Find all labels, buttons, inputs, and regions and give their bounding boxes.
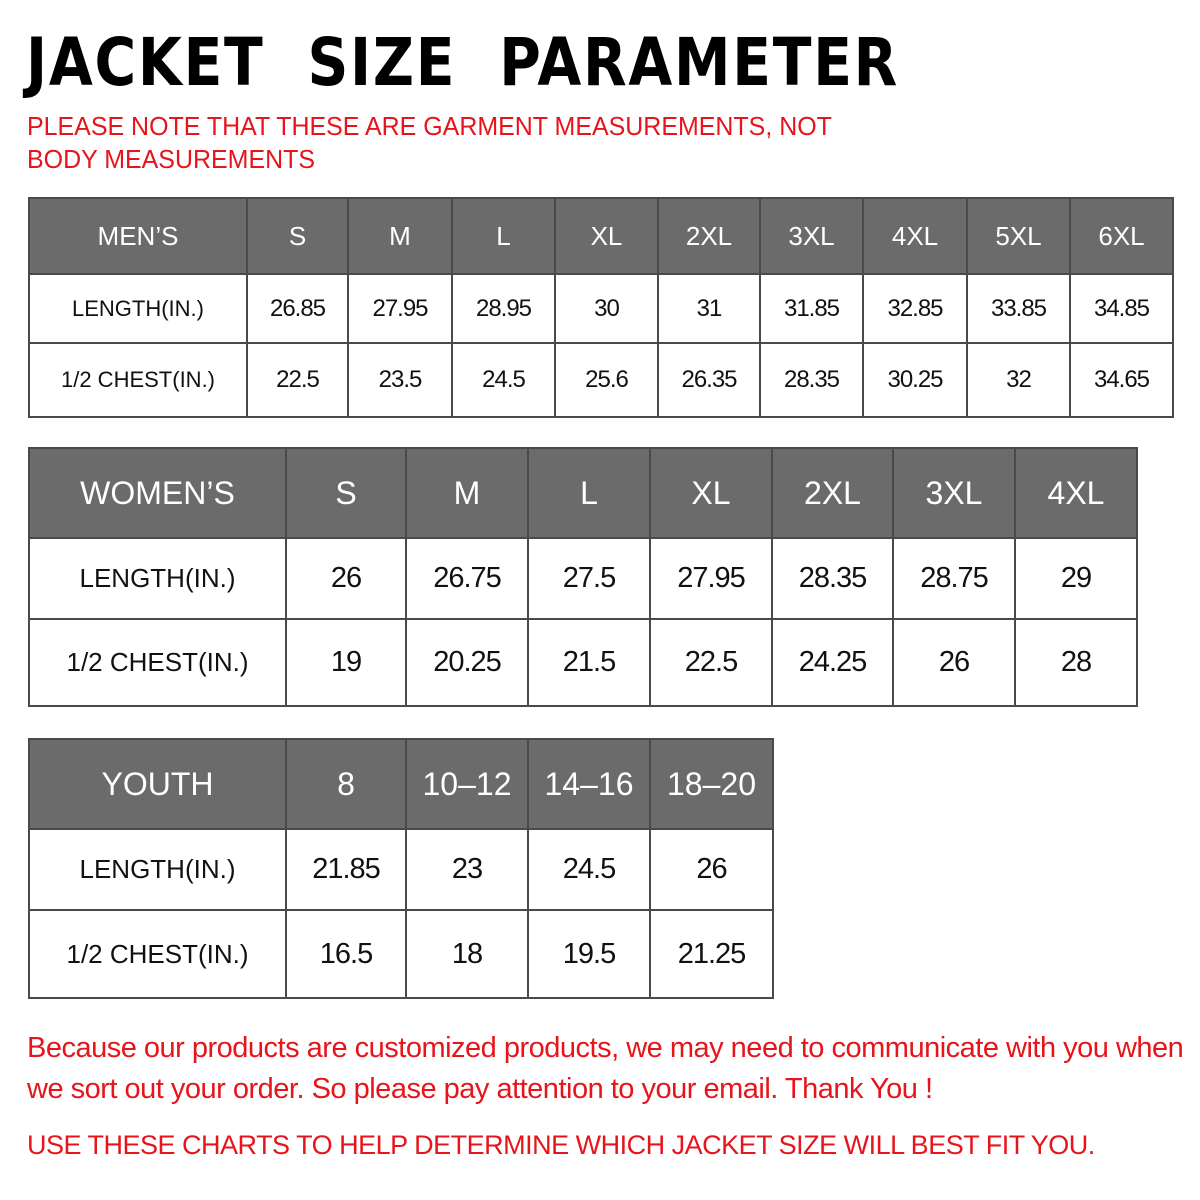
- chest-row: 1/2 CHEST(IN.) 16.5 18 19.5 21.25: [28, 909, 774, 999]
- measurement-cell: 21.5: [527, 618, 651, 707]
- measurement-cell: 28.75: [892, 537, 1016, 620]
- measurement-cell: 32.85: [862, 273, 968, 344]
- row-label: 1/2 CHEST(IN.): [28, 618, 287, 707]
- measurement-cell: 26.85: [246, 273, 349, 344]
- size-header: S: [285, 447, 407, 539]
- measurement-cell: 28.95: [451, 273, 556, 344]
- measurement-cell: 26: [892, 618, 1016, 707]
- measurement-cell: 26: [285, 537, 407, 620]
- mens-size-table: MEN’S S M L XL 2XL 3XL 4XL 5XL 6XL LENGTH(IN.) 26.8…: [28, 197, 1174, 418]
- measurement-cell: 19: [285, 618, 407, 707]
- measurement-cell: 28: [1014, 618, 1138, 707]
- measurement-cell: 21.85: [285, 828, 407, 911]
- measurement-cell: 27.95: [347, 273, 453, 344]
- size-header: 14–16: [527, 738, 651, 830]
- size-header: M: [405, 447, 529, 539]
- size-header: 3XL: [892, 447, 1016, 539]
- size-header: 5XL: [966, 197, 1071, 275]
- measurement-cell: 26.75: [405, 537, 529, 620]
- size-header: XL: [554, 197, 659, 275]
- size-header: S: [246, 197, 349, 275]
- category-header: MEN’S: [28, 197, 248, 275]
- measurement-cell: 22.5: [649, 618, 773, 707]
- category-header: YOUTH: [28, 738, 287, 830]
- measurement-cell: 27.5: [527, 537, 651, 620]
- measurement-cell: 24.25: [771, 618, 894, 707]
- chest-row: 1/2 CHEST(IN.) 22.5 23.5 24.5 25.6 26.35 28.35…: [28, 342, 1174, 418]
- measurement-cell: 24.5: [527, 828, 651, 911]
- measurement-cell: 28.35: [759, 342, 864, 418]
- header-row: YOUTH 8 10–12 14–16 18–20: [28, 738, 774, 830]
- header-row: MEN’S S M L XL 2XL 3XL 4XL 5XL 6XL: [28, 197, 1174, 275]
- measurement-cell: 19.5: [527, 909, 651, 999]
- measurement-cell: 32: [966, 342, 1071, 418]
- size-header: 18–20: [649, 738, 774, 830]
- size-header: L: [527, 447, 651, 539]
- measurement-cell: 23.5: [347, 342, 453, 418]
- measurement-cell: 34.65: [1069, 342, 1174, 418]
- measurement-cell: 26.35: [657, 342, 761, 418]
- row-label: 1/2 CHEST(IN.): [28, 342, 248, 418]
- measurement-cell: 23: [405, 828, 529, 911]
- measurement-cell: 30: [554, 273, 659, 344]
- measurement-cell: 26: [649, 828, 774, 911]
- size-header: 2XL: [657, 197, 761, 275]
- size-header: 3XL: [759, 197, 864, 275]
- length-row: LENGTH(IN.) 26.85 27.95 28.95 30 31 31.85 32.85…: [28, 273, 1174, 344]
- measurement-cell: 33.85: [966, 273, 1071, 344]
- measurement-cell: 18: [405, 909, 529, 999]
- measurement-cell: 21.25: [649, 909, 774, 999]
- measurement-cell: 27.95: [649, 537, 773, 620]
- page-title: JACKET SIZE PARAMETER: [26, 24, 900, 101]
- womens-size-table: WOMEN’S S M L XL 2XL 3XL 4XL LENGTH(IN.) 26 26.75 2…: [28, 447, 1138, 707]
- size-header: L: [451, 197, 556, 275]
- measurement-cell: 20.25: [405, 618, 529, 707]
- measurement-cell: 28.35: [771, 537, 894, 620]
- size-header: 10–12: [405, 738, 529, 830]
- length-row: LENGTH(IN.) 21.85 23 24.5 26: [28, 828, 774, 911]
- row-label: LENGTH(IN.): [28, 273, 248, 344]
- customization-message: Because our products are customized prod…: [27, 1032, 1184, 1105]
- measurement-cell: 25.6: [554, 342, 659, 418]
- measurement-cell: 31.85: [759, 273, 864, 344]
- row-label: LENGTH(IN.): [28, 828, 287, 911]
- category-header: WOMEN’S: [28, 447, 287, 539]
- size-header: 4XL: [1014, 447, 1138, 539]
- measurement-cell: 22.5: [246, 342, 349, 418]
- measurement-cell: 29: [1014, 537, 1138, 620]
- size-header: XL: [649, 447, 773, 539]
- measurement-note: PLEASE NOTE THAT THESE ARE GARMENT MEASU…: [27, 111, 832, 174]
- size-header: M: [347, 197, 453, 275]
- measurement-cell: 16.5: [285, 909, 407, 999]
- size-header: 6XL: [1069, 197, 1174, 275]
- measurement-cell: 34.85: [1069, 273, 1174, 344]
- measurement-cell: 31: [657, 273, 761, 344]
- size-header: 4XL: [862, 197, 968, 275]
- size-header: 8: [285, 738, 407, 830]
- youth-size-table: YOUTH 8 10–12 14–16 18–20 LENGTH(IN.) 21.85 23 2…: [28, 738, 774, 999]
- size-header: 2XL: [771, 447, 894, 539]
- header-row: WOMEN’S S M L XL 2XL 3XL 4XL: [28, 447, 1138, 539]
- fit-instruction: USE THESE CHARTS TO HELP DETERMINE WHICH…: [27, 1130, 1095, 1160]
- measurement-cell: 30.25: [862, 342, 968, 418]
- length-row: LENGTH(IN.) 26 26.75 27.5 27.95 28.35 28.75 29: [28, 537, 1138, 620]
- chest-row: 1/2 CHEST(IN.) 19 20.25 21.5 22.5 24.25 26 28: [28, 618, 1138, 707]
- row-label: 1/2 CHEST(IN.): [28, 909, 287, 999]
- row-label: LENGTH(IN.): [28, 537, 287, 620]
- measurement-cell: 24.5: [451, 342, 556, 418]
